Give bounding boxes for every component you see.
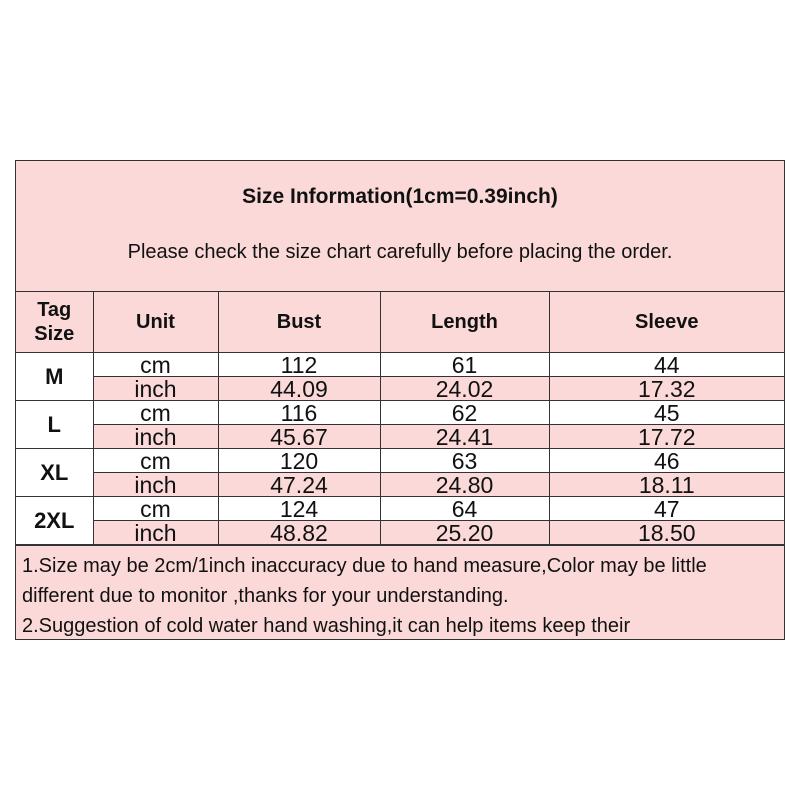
length-cell: 24.80 xyxy=(379,472,550,497)
unit-cell: cm xyxy=(92,400,219,425)
bust-cell: 45.67 xyxy=(217,424,381,449)
chart-subtitle: Please check the size chart carefully be… xyxy=(127,241,673,263)
notes: 1.Size may be 2cm/1inch inaccuracy due t… xyxy=(16,545,784,639)
table-row-inch: inch 44.09 24.02 17.32 xyxy=(16,376,784,401)
length-cell: 63 xyxy=(379,448,550,473)
col-header-bust: Bust xyxy=(217,292,381,353)
unit-cell: inch xyxy=(92,520,219,545)
table-row-inch: inch 45.67 24.41 17.72 xyxy=(16,424,784,449)
unit-cell: inch xyxy=(92,472,219,497)
sleeve-cell: 18.11 xyxy=(548,472,784,497)
bust-cell: 44.09 xyxy=(217,376,381,401)
unit-cell: inch xyxy=(92,376,219,401)
bust-cell: 47.24 xyxy=(217,472,381,497)
sleeve-cell: 45 xyxy=(548,400,784,425)
sleeve-cell: 44 xyxy=(548,352,784,377)
table-row-inch: inch 47.24 24.80 18.11 xyxy=(16,472,784,497)
col-header-unit: Unit xyxy=(92,292,219,353)
tag-size-cell: XL xyxy=(16,448,94,497)
header-row: Tag Size Unit Bust Length Sleeve xyxy=(16,292,784,353)
length-cell: 62 xyxy=(379,400,550,425)
bust-cell: 48.82 xyxy=(217,520,381,545)
sleeve-cell: 47 xyxy=(548,496,784,521)
length-cell: 24.41 xyxy=(379,424,550,449)
sleeve-cell: 18.50 xyxy=(548,520,784,545)
sleeve-cell: 17.32 xyxy=(548,376,784,401)
tag-size-cell: L xyxy=(16,400,94,449)
length-cell: 64 xyxy=(379,496,550,521)
chart-title: Size Information(1cm=0.39inch) xyxy=(242,185,558,208)
unit-cell: cm xyxy=(92,448,219,473)
unit-cell: cm xyxy=(92,496,219,521)
tag-size-cell: 2XL xyxy=(16,496,94,545)
tag-size-cell: M xyxy=(16,352,94,401)
bust-cell: 112 xyxy=(217,352,381,377)
unit-cell: inch xyxy=(92,424,219,449)
length-cell: 25.20 xyxy=(379,520,550,545)
col-header-tag-size: Tag Size xyxy=(16,292,94,353)
bust-cell: 124 xyxy=(217,496,381,521)
bust-cell: 120 xyxy=(217,448,381,473)
unit-cell: cm xyxy=(92,352,219,377)
size-chart: Size Information(1cm=0.39inch) Please ch… xyxy=(15,160,785,640)
note-1: 1.Size may be 2cm/1inch inaccuracy due t… xyxy=(22,555,707,607)
sleeve-cell: 46 xyxy=(548,448,784,473)
length-cell: 24.02 xyxy=(379,376,550,401)
chart-header: Size Information(1cm=0.39inch) Please ch… xyxy=(16,161,784,292)
note-2: 2.Suggestion of cold water hand washing,… xyxy=(22,615,631,637)
length-cell: 61 xyxy=(379,352,550,377)
col-header-sleeve: Sleeve xyxy=(548,292,784,353)
sleeve-cell: 17.72 xyxy=(548,424,784,449)
table-row-cm: 2XL cm 124 64 47 xyxy=(16,496,784,545)
col-header-length: Length xyxy=(379,292,550,353)
bust-cell: 116 xyxy=(217,400,381,425)
table-row-inch: inch 48.82 25.20 18.50 xyxy=(16,520,784,545)
table-row-cm: XL cm 120 63 46 xyxy=(16,448,784,497)
